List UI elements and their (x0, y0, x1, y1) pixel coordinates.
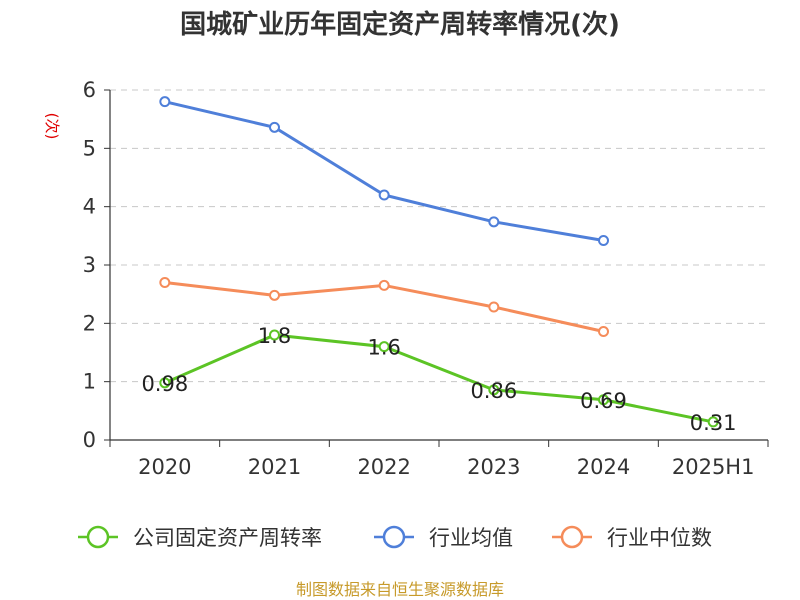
x-tick-label: 2025H1 (672, 455, 755, 479)
data-point[interactable] (378, 341, 390, 353)
legend-marker-icon (560, 525, 584, 549)
y-tick-label: 1 (83, 370, 96, 394)
data-label: 1.6 (367, 336, 400, 360)
data-point[interactable] (378, 279, 390, 291)
y-tick-label: 5 (83, 136, 96, 160)
data-point[interactable] (378, 189, 390, 201)
legend-item-1[interactable]: 行业均值 (374, 525, 513, 550)
x-tick-label: 2022 (357, 455, 410, 479)
legend-label: 行业中位数 (607, 526, 712, 550)
data-point[interactable] (598, 394, 609, 406)
data-point[interactable] (159, 96, 171, 108)
data-labels: 0.98 1.8 1.6 0.86 0.69 0.31 (141, 324, 736, 435)
data-point[interactable] (488, 216, 500, 228)
legend-label: 行业均值 (429, 526, 513, 550)
series-line-0 (164, 333, 714, 424)
y-tick-label: 6 (83, 78, 96, 102)
legend-marker-icon (382, 525, 406, 549)
y-axis-label: (次) (43, 113, 61, 140)
y-tick-label: 4 (83, 195, 96, 219)
data-label: 1.8 (258, 324, 291, 348)
legend-item-2[interactable]: 行业中位数 (552, 525, 712, 550)
data-label: 0.86 (470, 379, 517, 403)
source-note: 制图数据来自恒生聚源数据库 (296, 580, 504, 599)
data-point[interactable] (269, 329, 280, 341)
series-lines (159, 96, 719, 428)
y-tick-label: 2 (83, 311, 96, 335)
data-point[interactable] (598, 235, 609, 246)
data-point[interactable] (598, 326, 609, 337)
chart-title: 国城矿业历年固定资产周转率情况(次) (180, 9, 620, 40)
data-point[interactable] (707, 416, 719, 428)
data-label: 0.98 (141, 372, 188, 396)
legend[interactable]: 公司固定资产周转率 行业均值 行业中位数 (78, 525, 712, 550)
data-label: 0.31 (690, 411, 737, 435)
legend-label: 公司固定资产周转率 (133, 526, 322, 550)
y-tick-label: 3 (83, 253, 96, 277)
x-tick-label: 2023 (467, 455, 520, 479)
data-point[interactable] (488, 301, 500, 313)
data-point[interactable] (159, 277, 171, 288)
x-tick-label: 2024 (577, 455, 630, 479)
series-line-1 (164, 100, 604, 242)
data-point[interactable] (269, 121, 280, 133)
data-point[interactable] (488, 384, 500, 396)
data-label: 0.69 (580, 389, 627, 413)
data-point[interactable] (159, 377, 171, 389)
y-tick-label: 0 (83, 428, 96, 452)
legend-marker-icon (86, 525, 110, 549)
axes: 0 1 2 3 4 5 6 2020 2021 2022 2023 2024 2025H1 (83, 78, 769, 479)
legend-item-0[interactable]: 公司固定资产周转率 (78, 525, 322, 550)
grid-lines (110, 89, 768, 383)
x-tick-label: 2020 (138, 455, 191, 479)
data-point[interactable] (269, 289, 280, 301)
x-tick-label: 2021 (248, 455, 301, 479)
